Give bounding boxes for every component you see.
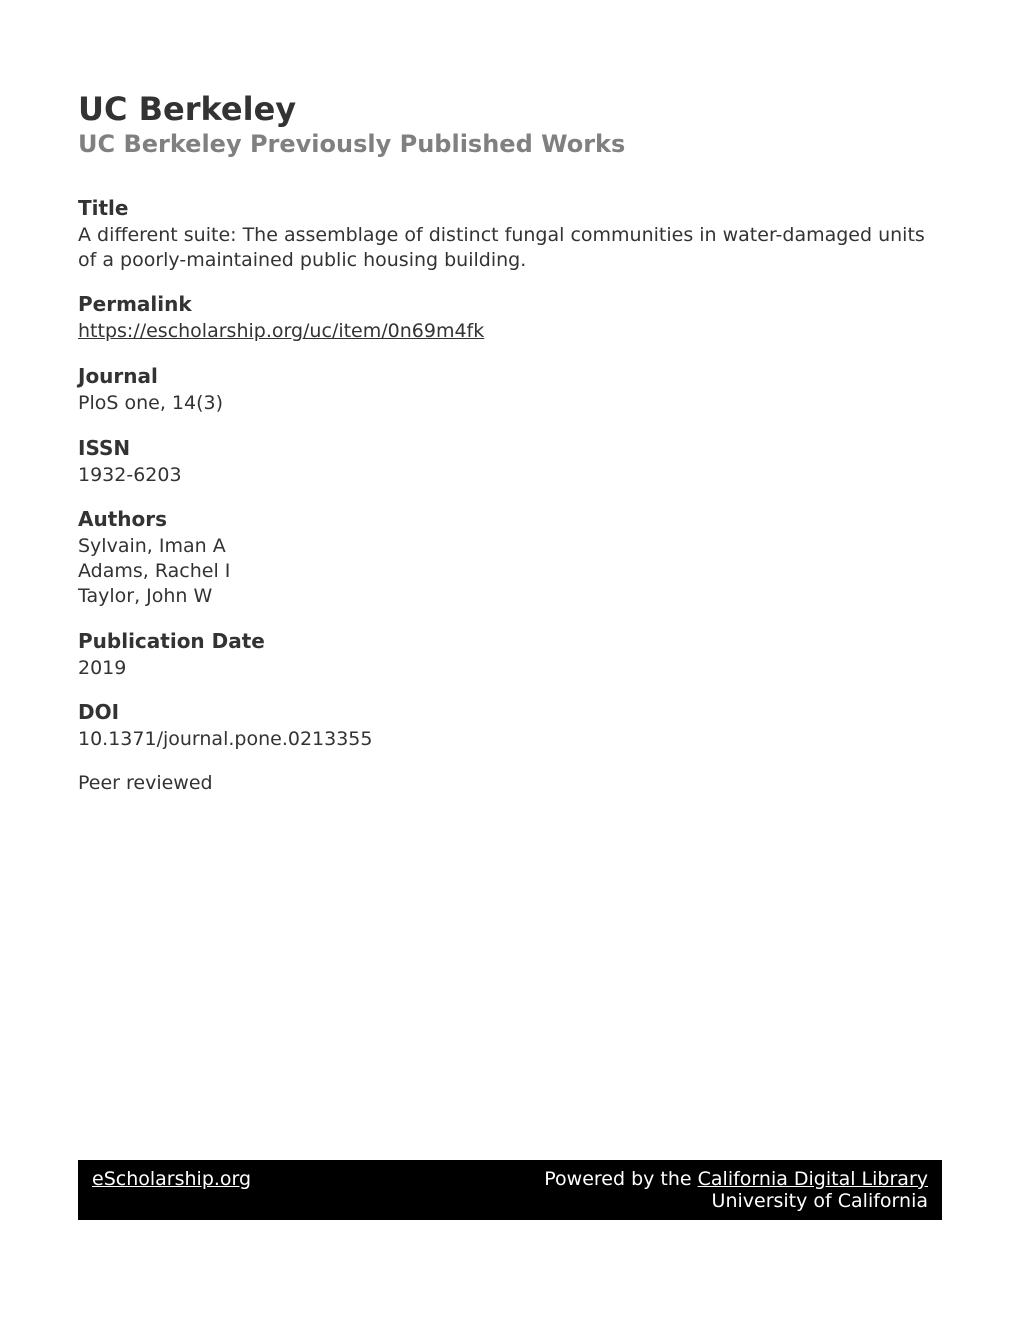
cdl-link[interactable]: California Digital Library <box>698 1168 928 1190</box>
author-item: Sylvain, Iman A <box>78 534 942 559</box>
author-item: Adams, Rachel I <box>78 559 942 584</box>
journal-section: Journal PloS one, 14(3) <box>78 364 942 416</box>
title-section: Title A different suite: The assemblage … <box>78 196 942 272</box>
permalink-label: Permalink <box>78 292 942 316</box>
doi-section: DOI 10.1371/journal.pone.0213355 <box>78 700 942 752</box>
authors-section: Authors Sylvain, Iman A Adams, Rachel I … <box>78 507 942 608</box>
issn-section: ISSN 1932-6203 <box>78 436 942 488</box>
author-item: Taylor, John W <box>78 584 942 609</box>
permalink-content: https://escholarship.org/uc/item/0n69m4f… <box>78 319 942 344</box>
title-label: Title <box>78 196 942 220</box>
doi-label: DOI <box>78 700 942 724</box>
powered-by-line: Powered by the California Digital Librar… <box>544 1168 928 1190</box>
page-content: UC Berkeley UC Berkeley Previously Publi… <box>0 0 1020 794</box>
authors-label: Authors <box>78 507 942 531</box>
issn-label: ISSN <box>78 436 942 460</box>
pubdate-label: Publication Date <box>78 629 942 653</box>
pubdate-content: 2019 <box>78 656 942 681</box>
issn-content: 1932-6203 <box>78 463 942 488</box>
journal-label: Journal <box>78 364 942 388</box>
peer-reviewed-text: Peer reviewed <box>78 772 942 794</box>
escholarship-link[interactable]: eScholarship.org <box>92 1168 251 1190</box>
permalink-link[interactable]: https://escholarship.org/uc/item/0n69m4f… <box>78 320 484 342</box>
collection-subtitle: UC Berkeley Previously Published Works <box>78 130 942 158</box>
institution-name: UC Berkeley <box>78 90 942 128</box>
university-line: University of California <box>544 1190 928 1212</box>
footer-right: Powered by the California Digital Librar… <box>544 1168 928 1212</box>
permalink-section: Permalink https://escholarship.org/uc/it… <box>78 292 942 344</box>
journal-content: PloS one, 14(3) <box>78 391 942 416</box>
powered-by-prefix: Powered by the <box>544 1168 697 1190</box>
pubdate-section: Publication Date 2019 <box>78 629 942 681</box>
footer-bar: eScholarship.org Powered by the Californ… <box>78 1160 942 1220</box>
title-content: A different suite: The assemblage of dis… <box>78 223 942 272</box>
authors-list: Sylvain, Iman A Adams, Rachel I Taylor, … <box>78 534 942 608</box>
doi-content: 10.1371/journal.pone.0213355 <box>78 727 942 752</box>
